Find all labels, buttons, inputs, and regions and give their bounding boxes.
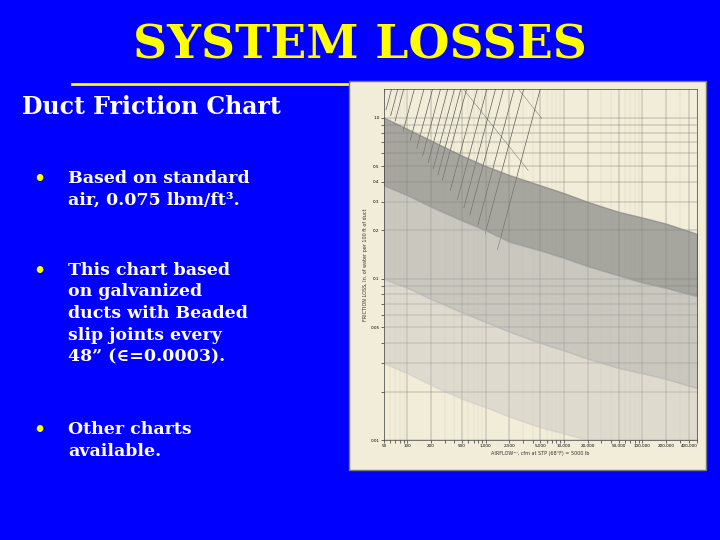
Text: SYSTEM LOSSES: SYSTEM LOSSES bbox=[133, 23, 587, 69]
Text: Other charts
available.: Other charts available. bbox=[68, 421, 192, 460]
Text: Duct Friction Chart: Duct Friction Chart bbox=[22, 94, 280, 118]
Text: Based on standard
air, 0.075 lbm/ft³.: Based on standard air, 0.075 lbm/ft³. bbox=[68, 170, 250, 208]
FancyBboxPatch shape bbox=[349, 81, 706, 470]
Text: •: • bbox=[34, 170, 45, 189]
Text: •: • bbox=[34, 262, 45, 281]
Text: •: • bbox=[34, 421, 45, 440]
Text: This chart based
on galvanized
ducts with Beaded
slip joints every
48” (∈=0.0003: This chart based on galvanized ducts wit… bbox=[68, 262, 248, 365]
X-axis label: AIRFLOWᵀᴹ, cfm at STP (68°F) = 5000 lb: AIRFLOWᵀᴹ, cfm at STP (68°F) = 5000 lb bbox=[491, 451, 590, 456]
Y-axis label: FRICTION LOSS, In. of water per 100 ft of duct: FRICTION LOSS, In. of water per 100 ft o… bbox=[363, 208, 368, 321]
